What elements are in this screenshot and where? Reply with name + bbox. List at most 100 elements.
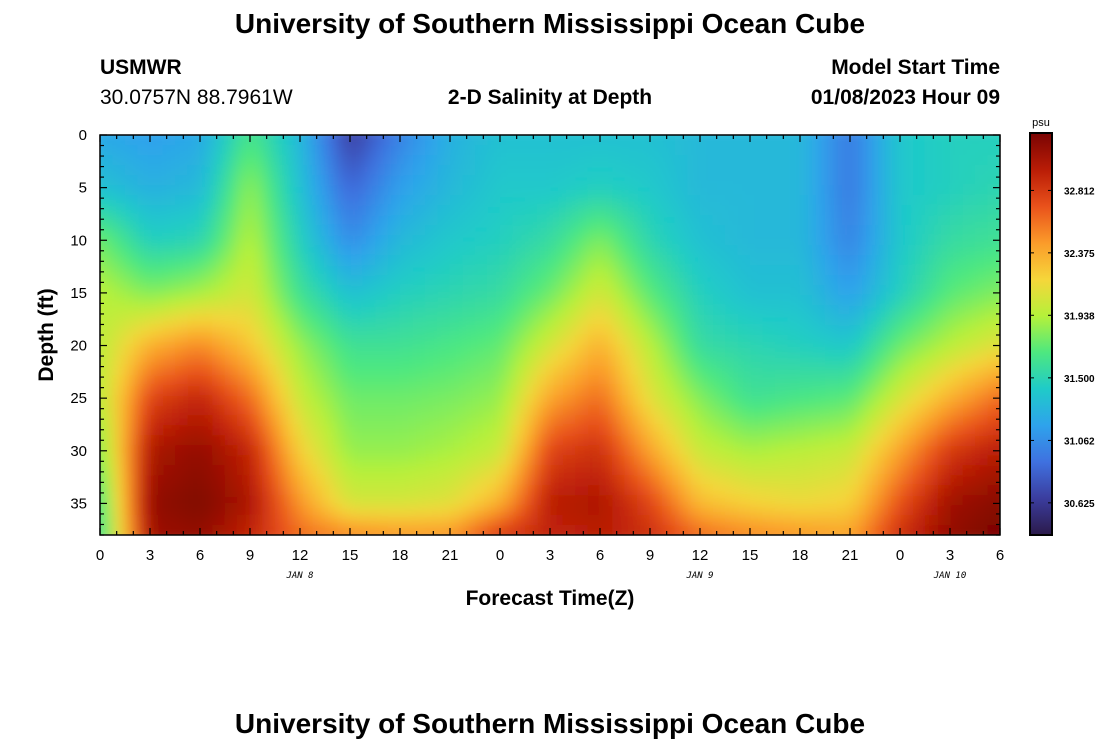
- heatmap-cell: [150, 235, 164, 246]
- heatmap-cell: [675, 515, 689, 526]
- heatmap-cell: [462, 285, 476, 296]
- heatmap-cell: [475, 285, 489, 296]
- heatmap-cell: [950, 475, 964, 486]
- heatmap-cell: [800, 185, 814, 196]
- heatmap-cell: [262, 525, 276, 535]
- heatmap-cell: [125, 515, 139, 526]
- heatmap-cell: [337, 135, 351, 136]
- heatmap-cell: [362, 445, 376, 456]
- heatmap-cell: [312, 365, 326, 376]
- heatmap-cell: [537, 305, 551, 316]
- heatmap-cell: [750, 135, 764, 146]
- heatmap-cell: [937, 315, 951, 326]
- heatmap-cell: [100, 375, 101, 386]
- heatmap-cell: [325, 355, 339, 366]
- heatmap-cell: [600, 195, 614, 206]
- heatmap-cell: [662, 485, 676, 496]
- heatmap-cell: [925, 455, 939, 466]
- heatmap-cell: [637, 375, 651, 386]
- heatmap-cell: [600, 215, 614, 226]
- heatmap-cell: [375, 255, 389, 266]
- heatmap-cell: [362, 225, 376, 236]
- heatmap-cell: [562, 525, 576, 535]
- heatmap-cell: [200, 315, 214, 326]
- heatmap-cell: [100, 345, 114, 356]
- heatmap-cell: [400, 495, 414, 506]
- heatmap-cell: [112, 515, 126, 526]
- heatmap-cell: [550, 195, 564, 206]
- heatmap-cell: [462, 155, 476, 166]
- heatmap-cell: [812, 365, 826, 376]
- heatmap-cell: [987, 425, 1000, 436]
- heatmap-cell: [625, 415, 639, 426]
- heatmap-cell: [850, 465, 864, 476]
- heatmap-cell: [362, 135, 376, 136]
- heatmap-cell: [887, 395, 901, 406]
- heatmap-cell: [687, 475, 701, 486]
- heatmap-cell: [375, 285, 389, 296]
- heatmap-cell: [600, 175, 614, 186]
- heatmap-cell: [187, 385, 201, 396]
- heatmap-cell: [562, 415, 576, 426]
- heatmap-cell: [325, 485, 339, 496]
- heatmap-cell: [550, 155, 564, 166]
- heatmap-cell: [937, 335, 951, 346]
- heatmap-cell: [950, 365, 964, 376]
- heatmap-cell: [975, 205, 989, 216]
- heatmap-cell: [312, 445, 326, 456]
- heatmap-cell: [225, 525, 239, 535]
- heatmap-cell: [275, 295, 289, 306]
- heatmap-cell: [587, 395, 601, 406]
- heatmap-cell: [300, 515, 314, 526]
- heatmap-cell: [312, 215, 326, 226]
- heatmap-cell: [762, 305, 776, 316]
- heatmap-cell: [750, 235, 764, 246]
- heatmap-cell: [337, 195, 351, 206]
- heatmap-cell: [975, 375, 989, 386]
- heatmap-cell: [137, 315, 151, 326]
- heatmap-cell: [837, 135, 851, 146]
- heatmap-cell: [675, 295, 689, 306]
- heatmap-cell: [537, 165, 551, 176]
- heatmap-cell: [475, 235, 489, 246]
- heatmap-cell: [662, 435, 676, 446]
- heatmap-cell: [787, 335, 801, 346]
- heatmap-cell: [187, 455, 201, 466]
- heatmap-cell: [400, 175, 414, 186]
- heatmap-cell: [825, 455, 839, 466]
- heatmap-cell: [288, 535, 301, 546]
- heatmap-cell: [200, 295, 214, 306]
- heatmap-cell: [225, 205, 239, 216]
- heatmap-cell: [100, 215, 101, 226]
- heatmap-cell: [525, 465, 539, 476]
- heatmap-cell: [100, 365, 114, 376]
- heatmap-cell: [675, 535, 688, 546]
- heatmap-cell: [775, 415, 789, 426]
- heatmap-cell: [950, 525, 964, 535]
- heatmap-cell: [562, 445, 576, 456]
- heatmap-cell: [100, 375, 114, 386]
- heatmap-cell: [750, 535, 763, 546]
- heatmap-cell: [862, 235, 876, 246]
- heatmap-cell: [487, 355, 501, 366]
- heatmap-cell: [512, 455, 526, 466]
- heatmap-cell: [612, 165, 626, 176]
- heatmap-cell: [387, 485, 401, 496]
- heatmap-cell: [912, 195, 926, 206]
- heatmap-cell: [250, 185, 264, 196]
- heatmap-cell: [825, 185, 839, 196]
- heatmap-cell: [425, 335, 439, 346]
- heatmap-cell: [325, 255, 339, 266]
- heatmap-cell: [437, 525, 451, 535]
- heatmap-cell: [962, 495, 976, 506]
- heatmap-cell: [137, 135, 151, 136]
- heatmap-cell: [762, 315, 776, 326]
- heatmap-cell: [775, 445, 789, 456]
- heatmap-cell: [750, 435, 764, 446]
- heatmap-cell: [725, 135, 739, 136]
- heatmap-cell: [462, 275, 476, 286]
- heatmap-cell: [900, 215, 914, 226]
- heatmap-cell: [375, 165, 389, 176]
- heatmap-cell: [100, 355, 114, 366]
- heatmap-cell: [512, 395, 526, 406]
